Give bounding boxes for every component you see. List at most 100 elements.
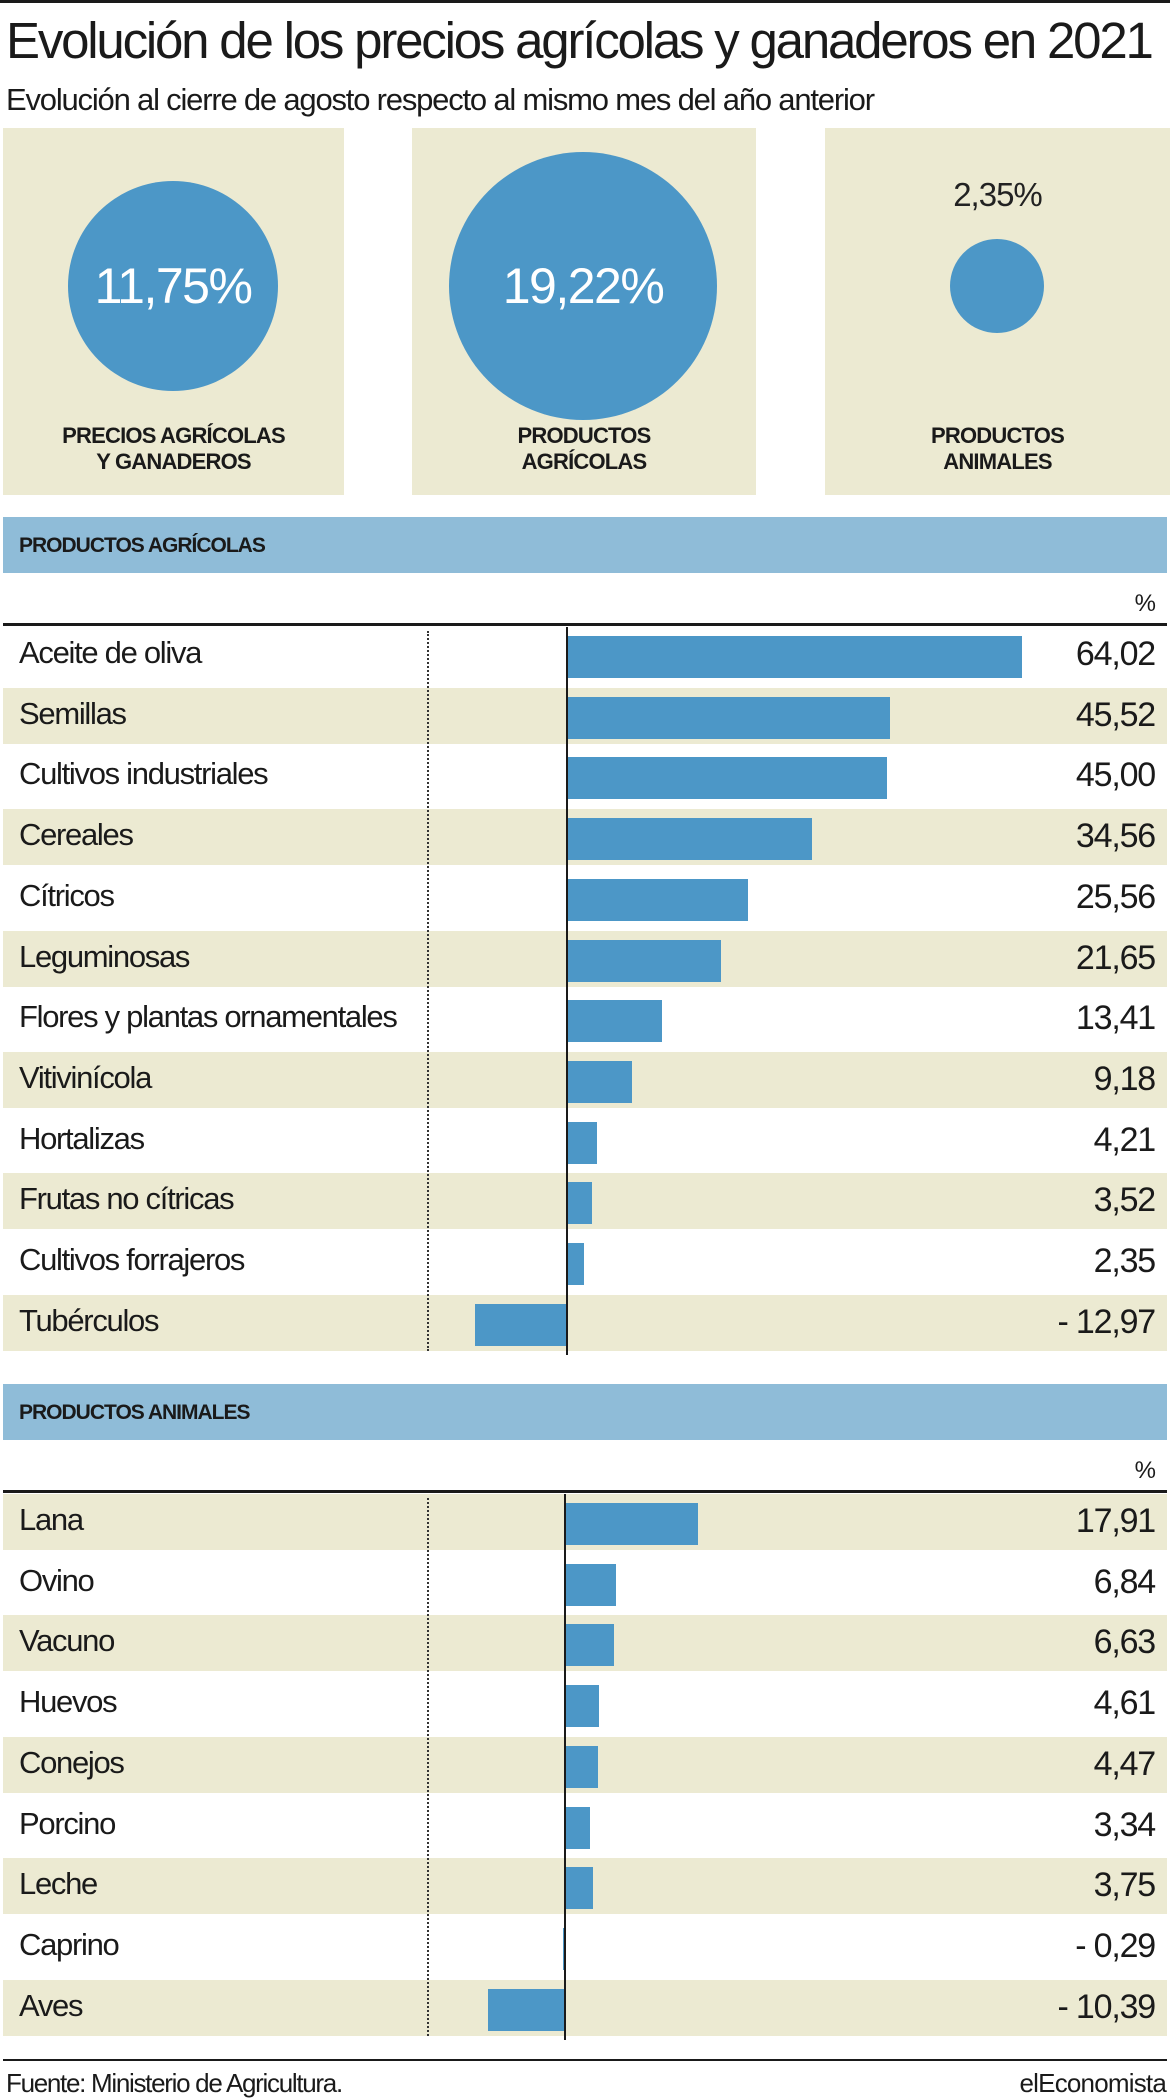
table-row: Semillas 45,52 [3,687,1167,744]
value-label: 13,41 [1075,999,1156,1038]
table-row: Aves - 10,39 [3,1979,1167,2036]
bar [565,1503,698,1545]
table-row: Vacuno 6,63 [3,1615,1167,1672]
table-row: Hortalizas 4,21 [3,1113,1167,1169]
category-label: Cereales [19,817,134,853]
table-row: Leche 3,75 [3,1858,1167,1915]
value-label: 3,52 [1093,1181,1157,1220]
bar [565,1867,593,1910]
kpi-circle-total: 11,75% [68,181,278,391]
category-label: Semillas [19,695,127,731]
category-label: Porcino [19,1805,116,1841]
table-top-rule-agricolas [3,623,1167,626]
kpi-label-total: PRECIOS AGRÍCOLAS Y GANADEROS [62,423,286,474]
value-label: 25,56 [1075,877,1156,916]
bar [565,1563,616,1606]
table-row: Aceite de oliva 64,02 [3,627,1167,683]
unit-label-agricolas: % [1134,590,1156,617]
category-label: Vacuno [19,1623,115,1659]
category-label: Flores y plantas ornamentales [19,999,398,1035]
bar [567,1182,592,1225]
category-label: Vitivinícola [19,1059,152,1095]
table-row: Porcino 3,34 [3,1798,1167,1854]
category-label: Huevos [19,1684,118,1720]
guide-line [427,631,429,1352]
value-label: 45,52 [1075,695,1156,734]
brand-logo: elEconomista [1019,2068,1167,2098]
zero-axis-line [564,1494,566,2041]
bar [567,1243,584,1285]
value-label: 4,47 [1093,1744,1157,1783]
section-band-agricolas: PRODUCTOS AGRÍCOLAS [3,517,1167,573]
table-row: Vitivinícola 9,18 [3,1051,1167,1108]
kpi-panel-animales: 2,35% PRODUCTOS ANIMALES [825,128,1170,495]
kpi-value-total: 11,75% [94,258,253,314]
kpi-value-agricolas: 19,22% [502,258,665,314]
category-label: Hortalizas [19,1120,145,1156]
bar [567,757,887,800]
value-label: 17,91 [1075,1502,1156,1540]
value-label: 9,18 [1093,1059,1157,1098]
category-label: Tubérculos [19,1302,160,1338]
page-subtitle: Evolución al cierre de agosto respecto a… [6,82,875,117]
category-label: Cultivos industriales [19,756,269,792]
bar [567,818,813,861]
bar [567,1060,633,1103]
category-label: Caprino [19,1926,120,1962]
kpi-panel-total: 11,75% PRECIOS AGRÍCOLAS Y GANADEROS [3,128,344,495]
table-row: Ovino 6,84 [3,1555,1167,1611]
table-top-rule-animales [3,1490,1167,1493]
value-label: - 0,29 [1075,1926,1156,1965]
bar [567,878,749,921]
value-label: 64,02 [1075,635,1156,673]
category-label: Aceite de oliva [19,635,202,670]
table-row: Caprino - 0,29 [3,1919,1167,1975]
bar [567,1000,663,1043]
value-label: 6,84 [1093,1562,1157,1601]
bar [565,1624,615,1667]
value-label: 2,35 [1093,1242,1157,1280]
page-title: Evolución de los precios agrícolas y gan… [6,12,1154,69]
category-label: Leguminosas [19,938,190,974]
value-label: 34,56 [1075,817,1156,856]
kpi-label-animales: PRODUCTOS ANIMALES [931,423,1065,474]
table-row: Conejos 4,47 [3,1736,1167,1793]
table-row: Lana 17,91 [3,1494,1167,1550]
top-rule [0,0,1170,3]
table-row: Cítricos 25,56 [3,870,1167,926]
bar [567,939,721,982]
bar [565,1806,590,1849]
bar [565,1685,600,1728]
kpi-circle-agricolas: 19,22% [449,152,717,420]
table-row: Flores y plantas ornamentales 13,41 [3,991,1167,1047]
section-title-agricolas: PRODUCTOS AGRÍCOLAS [19,534,266,557]
value-label: 3,75 [1093,1866,1157,1905]
category-label: Ovino [19,1562,95,1598]
value-label: 45,00 [1075,756,1156,795]
bar [567,636,1022,678]
table-row: Frutas no cítricas 3,52 [3,1173,1167,1230]
kpi-circle-animales [950,239,1044,333]
table-row: Cereales 34,56 [3,809,1167,866]
kpi-label-agricolas: PRODUCTOS AGRÍCOLAS [517,423,652,474]
value-label: 21,65 [1075,938,1156,977]
table-row: Cultivos forrajeros 2,35 [3,1234,1167,1290]
source-note: Fuente: Ministerio de Agricultura. [6,2068,343,2098]
bar [565,1745,599,1788]
kpi-value-animales: 2,35% [953,176,1043,213]
value-label: 3,34 [1093,1805,1157,1844]
value-label: 4,61 [1093,1684,1157,1723]
table-row: Tubérculos - 12,97 [3,1294,1167,1351]
category-label: Aves [19,1987,83,2023]
category-label: Cultivos forrajeros [19,1242,245,1277]
bar [567,696,891,739]
bar [562,1927,565,1970]
section-title-animales: PRODUCTOS ANIMALES [19,1401,251,1424]
bar [488,1988,565,2031]
guide-line [427,1498,429,2037]
bar [474,1303,567,1346]
table-row: Leguminosas 21,65 [3,930,1167,987]
category-label: Lana [19,1502,84,1537]
value-label: 6,63 [1093,1623,1157,1662]
section-band-animales: PRODUCTOS ANIMALES [3,1384,1167,1440]
